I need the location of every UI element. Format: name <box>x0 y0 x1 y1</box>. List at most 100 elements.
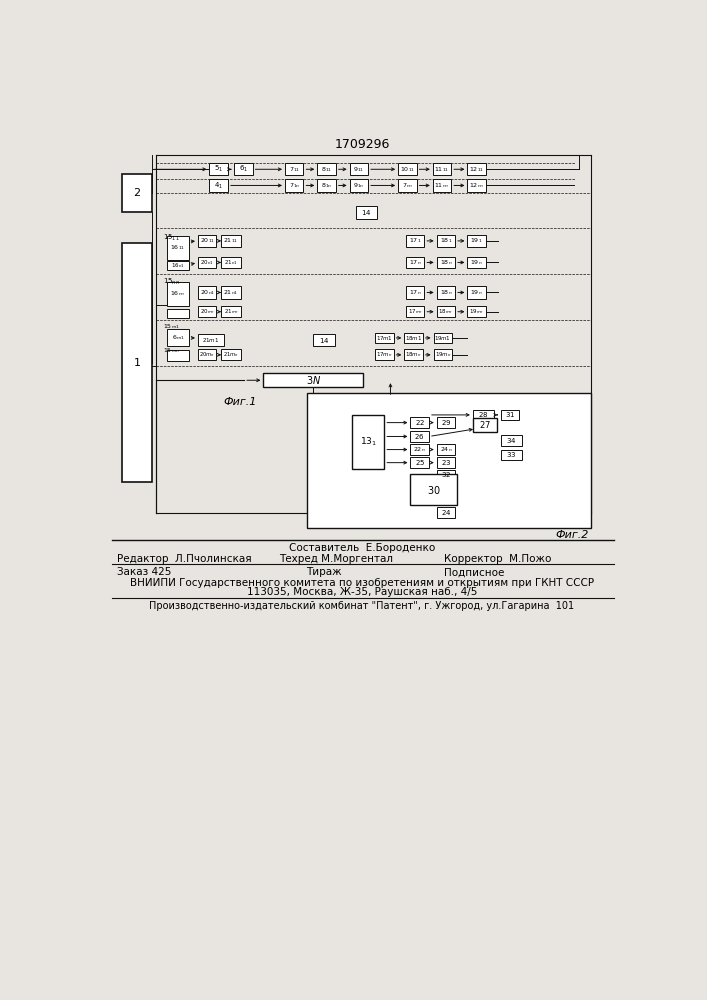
Text: $15_{nn}$: $15_{nn}$ <box>163 276 180 287</box>
Text: $8_{11}$: $8_{11}$ <box>321 165 332 174</box>
Bar <box>350 179 368 192</box>
Bar <box>221 306 241 317</box>
Text: $33$: $33$ <box>506 450 517 459</box>
Text: Корректор  М.Пожо: Корректор М.Пожо <box>444 554 551 564</box>
Bar <box>501 435 522 446</box>
Text: $17_n$: $17_n$ <box>409 258 421 267</box>
Bar <box>406 306 424 317</box>
Text: $11_{11}$: $11_{11}$ <box>434 165 450 174</box>
Text: 1709296: 1709296 <box>334 138 390 151</box>
Text: $18_{mn}$: $18_{mn}$ <box>438 307 453 316</box>
Bar <box>234 163 252 175</box>
Text: Техред М.Моргентал: Техред М.Моргентал <box>279 554 393 564</box>
Bar <box>467 235 486 247</box>
Text: $22$: $22$ <box>414 418 425 427</box>
Text: $20_{n1}$: $20_{n1}$ <box>199 288 215 297</box>
Text: Фиг.2: Фиг.2 <box>556 530 589 540</box>
Bar <box>467 163 486 175</box>
Text: $17_1$: $17_1$ <box>409 236 421 245</box>
Text: $27$: $27$ <box>479 419 491 430</box>
Text: $21_{n1}$: $21_{n1}$ <box>223 288 239 297</box>
Bar <box>473 410 494 420</box>
Bar <box>356 206 378 219</box>
Bar <box>433 333 452 343</box>
Text: $32$: $32$ <box>440 470 451 479</box>
Text: $30$: $30$ <box>427 484 440 496</box>
Text: $7_{11}$: $7_{11}$ <box>288 165 300 174</box>
Text: $19m1$: $19m1$ <box>434 334 451 342</box>
Bar <box>350 163 368 175</box>
Text: $18m1$: $18m1$ <box>405 334 422 342</box>
Bar <box>433 179 451 192</box>
Text: $7_{1n}$: $7_{1n}$ <box>288 181 300 190</box>
Text: $29$: $29$ <box>440 418 451 427</box>
Text: Составитель  Е.Бороденко: Составитель Е.Бороденко <box>289 543 435 553</box>
Bar <box>375 333 394 343</box>
Text: $15_{m1}$: $15_{m1}$ <box>163 322 180 331</box>
Text: $11_{nn}$: $11_{nn}$ <box>434 181 450 190</box>
Bar <box>308 393 590 528</box>
Text: $19_1$: $19_1$ <box>470 236 483 245</box>
Bar <box>411 431 429 442</box>
Text: $21_{mn}$: $21_{mn}$ <box>223 307 238 316</box>
Text: $34$: $34$ <box>506 436 517 445</box>
Bar <box>167 282 189 306</box>
Bar <box>209 163 228 175</box>
Bar <box>411 457 429 468</box>
Bar <box>406 286 424 299</box>
Text: $17_{mn}$: $17_{mn}$ <box>408 307 423 316</box>
Text: ВНИИПИ Государственного комитета по изобретениям и открытиям при ГКНТ СССР: ВНИИПИ Государственного комитета по изоб… <box>130 578 594 588</box>
Text: $15_{mn}$: $15_{mn}$ <box>163 346 180 355</box>
Text: $21_{11}$: $21_{11}$ <box>223 236 239 245</box>
Bar <box>473 418 498 432</box>
Text: Производственно-издательский комбинат "Патент", г. Ужгород, ул.Гагарина  101: Производственно-издательский комбинат "П… <box>149 601 575 611</box>
Text: Редактор  Л.Пчолинская: Редактор Л.Пчолинская <box>117 554 252 564</box>
Text: 1: 1 <box>134 358 141 368</box>
Text: $9_{1n}$: $9_{1n}$ <box>354 181 365 190</box>
Bar <box>433 349 452 360</box>
Bar <box>467 179 486 192</box>
Bar <box>437 235 455 247</box>
Bar <box>198 349 216 360</box>
Text: $19_{mn}$: $19_{mn}$ <box>469 307 484 316</box>
Text: $8_{1n}$: $8_{1n}$ <box>321 181 332 190</box>
Bar <box>352 415 385 469</box>
Text: $22_n$: $22_n$ <box>414 445 426 454</box>
Bar <box>398 163 416 175</box>
Text: $6_{m1}$: $6_{m1}$ <box>172 333 185 342</box>
Bar <box>167 235 189 260</box>
Bar <box>375 349 394 360</box>
Text: $25$: $25$ <box>414 458 425 467</box>
Text: $7_{nn}$: $7_{nn}$ <box>402 181 413 190</box>
Bar <box>437 286 455 299</box>
Text: $19_n$: $19_n$ <box>470 288 483 297</box>
Bar <box>437 470 455 480</box>
Text: $3N$: $3N$ <box>306 374 321 386</box>
Text: $19_n$: $19_n$ <box>470 258 483 267</box>
Bar <box>221 349 241 360</box>
Bar <box>404 349 423 360</box>
Text: $18_n$: $18_n$ <box>440 288 452 297</box>
Text: $16_{11}$: $16_{11}$ <box>170 243 185 252</box>
Bar <box>467 257 486 268</box>
Text: $24$: $24$ <box>440 508 451 517</box>
Bar <box>406 235 424 247</box>
Bar <box>285 163 303 175</box>
Bar <box>501 410 519 420</box>
Bar <box>437 444 455 455</box>
Bar <box>221 235 241 247</box>
Text: $20_{mn}$: $20_{mn}$ <box>199 307 215 316</box>
Bar <box>122 174 152 212</box>
Text: $5_1$: $5_1$ <box>214 164 223 174</box>
Text: $14$: $14$ <box>319 336 329 345</box>
Text: 113035, Москва, Ж-35, Раушская наб., 4/5: 113035, Москва, Ж-35, Раушская наб., 4/5 <box>247 587 477 597</box>
Bar <box>198 235 216 247</box>
Text: $12_{nn}$: $12_{nn}$ <box>469 181 484 190</box>
Text: $9_{11}$: $9_{11}$ <box>354 165 365 174</box>
Bar <box>167 350 189 361</box>
Text: $16_{n1}$: $16_{n1}$ <box>171 261 185 270</box>
Text: $16_{nn}$: $16_{nn}$ <box>170 290 185 298</box>
Bar <box>437 257 455 268</box>
Bar <box>198 257 216 268</box>
Text: $21m_n$: $21m_n$ <box>223 350 239 359</box>
